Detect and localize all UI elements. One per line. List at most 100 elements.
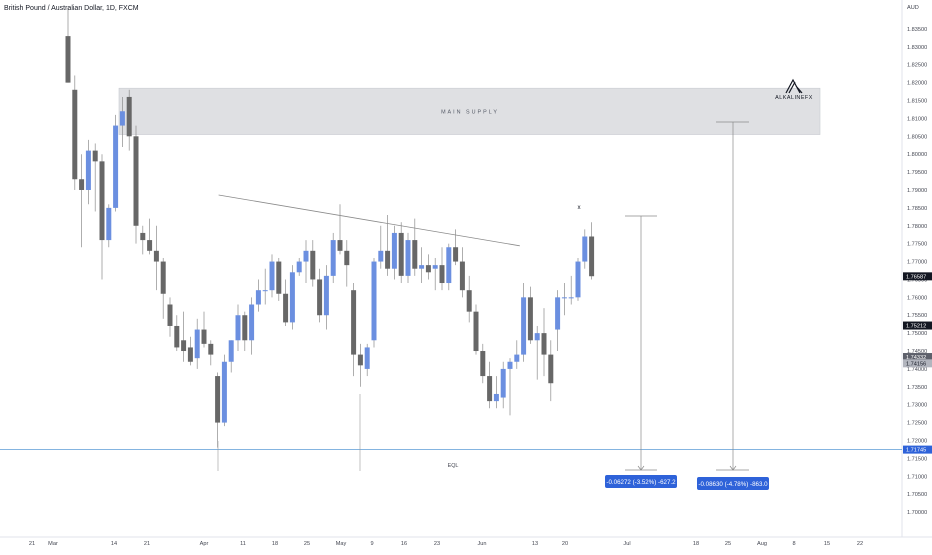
candle[interactable] [589, 222, 595, 280]
candle[interactable] [317, 268, 323, 323]
candle[interactable] [194, 318, 200, 369]
candle[interactable] [473, 304, 479, 355]
descending-trendline[interactable] [218, 194, 520, 247]
candle[interactable] [500, 361, 506, 409]
candle[interactable] [72, 75, 78, 190]
candle[interactable] [249, 297, 255, 355]
candle[interactable] [65, 7, 71, 83]
candle[interactable] [493, 376, 499, 409]
candle[interactable] [419, 247, 425, 284]
alkalinefx-logo-mark [785, 78, 803, 94]
measure-tool-1[interactable]: -0.06272 (-3.52%) -627.2 [605, 215, 677, 488]
candle[interactable] [425, 254, 431, 280]
candle[interactable] [575, 257, 581, 301]
candle-body [276, 261, 282, 294]
candle[interactable] [385, 215, 391, 276]
candle[interactable] [147, 218, 153, 255]
candle-body [269, 261, 275, 291]
candle[interactable] [221, 354, 227, 427]
time-axis-label: 9 [370, 541, 373, 547]
candle[interactable] [296, 257, 302, 276]
time-axis-label: 25 [304, 541, 310, 547]
candle[interactable] [79, 154, 85, 248]
candle[interactable] [119, 96, 125, 148]
candle[interactable] [283, 279, 289, 326]
candle[interactable] [480, 343, 486, 384]
candle[interactable] [487, 361, 493, 409]
candle[interactable] [153, 225, 159, 291]
candle-body [65, 36, 71, 83]
candle[interactable] [568, 275, 574, 305]
time-axis-label: 21 [29, 541, 35, 547]
candle[interactable] [330, 232, 336, 284]
candle[interactable] [466, 275, 472, 323]
candle[interactable] [378, 225, 384, 269]
candle[interactable] [242, 311, 248, 352]
candle[interactable] [337, 204, 343, 255]
candle[interactable] [323, 265, 329, 330]
candle-body [568, 297, 574, 299]
candle[interactable] [432, 257, 438, 291]
candle[interactable] [351, 283, 357, 377]
candle[interactable] [303, 240, 309, 284]
candle[interactable] [555, 290, 561, 352]
candle[interactable] [269, 254, 275, 298]
candle[interactable] [174, 315, 180, 352]
candle[interactable] [521, 283, 527, 362]
candle[interactable] [126, 89, 132, 151]
candle[interactable] [527, 286, 533, 344]
candle[interactable] [357, 343, 363, 387]
candle[interactable] [582, 229, 588, 269]
candle[interactable] [405, 232, 411, 284]
candle[interactable] [398, 222, 404, 284]
candle-body [249, 304, 255, 341]
candle[interactable] [85, 139, 91, 205]
candle[interactable] [548, 340, 554, 402]
candle[interactable] [276, 257, 282, 301]
candle[interactable] [99, 154, 105, 280]
candle-body [493, 393, 499, 402]
candle[interactable] [439, 247, 445, 291]
candle[interactable] [201, 311, 207, 348]
candles-layer[interactable] [65, 7, 595, 448]
candle[interactable] [160, 257, 166, 319]
candle[interactable] [412, 218, 418, 276]
eql-label: EQL [448, 463, 459, 469]
candle[interactable] [561, 283, 567, 316]
candle[interactable] [514, 340, 520, 369]
candle-body [106, 207, 112, 241]
candle[interactable] [113, 114, 119, 212]
supply-zone-rect[interactable] [118, 87, 821, 135]
candle-body [72, 89, 78, 180]
candle[interactable] [446, 243, 452, 291]
candle[interactable] [215, 372, 221, 448]
candle[interactable] [262, 268, 268, 305]
candle[interactable] [181, 311, 187, 362]
candle[interactable] [344, 240, 350, 287]
candle[interactable] [92, 143, 98, 212]
candle[interactable] [289, 265, 295, 330]
candle[interactable] [364, 343, 370, 377]
candle[interactable] [507, 358, 513, 416]
candle[interactable] [187, 336, 193, 366]
measure-tool-2[interactable]: -0.08630 (-4.78%) -863.0 [697, 121, 769, 490]
candle[interactable] [541, 308, 547, 377]
candle[interactable] [106, 204, 112, 248]
time-axis-label: 22 [857, 541, 863, 547]
candle[interactable] [235, 304, 241, 352]
candle[interactable] [140, 225, 146, 255]
candle[interactable] [310, 240, 316, 287]
candle[interactable] [391, 225, 397, 280]
candle[interactable] [459, 247, 465, 298]
price-tag-label: 1.71745 [906, 448, 926, 454]
candle[interactable] [255, 279, 261, 312]
candle[interactable] [133, 125, 139, 244]
candle[interactable] [371, 257, 377, 348]
candle[interactable] [208, 340, 214, 366]
candle[interactable] [228, 340, 234, 373]
candle[interactable] [534, 325, 540, 380]
candle[interactable] [167, 297, 173, 337]
supply-zone[interactable]: MAIN SUPPLY [118, 87, 821, 135]
